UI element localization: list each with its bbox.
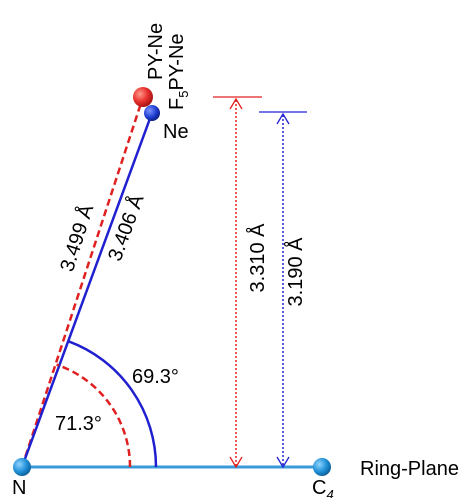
f5py-ne-atom (144, 105, 160, 121)
angle-arc-f5py-ne (67, 340, 158, 468)
f5py-ne-label-suffix: PY-Ne (166, 33, 188, 90)
f5py-ne-distance-line (20, 112, 154, 468)
c4-atom-label-subscript: 4 (326, 487, 333, 498)
f5py-ne-label-prefix: F (166, 98, 188, 110)
height-arrow-top-f5py-ne (276, 112, 290, 125)
angle-arc-py-ne (56, 363, 132, 468)
py-ne-label: PY-Ne (145, 23, 167, 80)
n-atom-label: N (12, 477, 26, 498)
distance-label-py-ne: 3.499 Å (55, 201, 98, 274)
py-ne-distance-line (20, 96, 145, 468)
height-label-f5py-ne: 3.190 Å (284, 237, 307, 307)
height-label-py-ne: 3.310 Å (246, 223, 269, 293)
height-arrow-bottom-f5py-ne (276, 456, 290, 469)
angle-label-f5py-ne: 69.3° (132, 366, 179, 388)
angle-label-py-ne: 71.3° (55, 413, 102, 435)
py-ne-atom (133, 87, 153, 107)
height-arrow-bottom-py-ne (229, 456, 243, 469)
ne-atom-label: Ne (163, 121, 189, 143)
c4-atom-label: C4 (312, 477, 334, 498)
f5py-ne-label-subscript: 5 (176, 91, 191, 98)
c4-atom (313, 458, 331, 476)
ring-plane-label: Ring-Plane (360, 458, 459, 480)
f5py-ne-label: F5PY-Ne (166, 33, 191, 110)
c4-atom-label-main: C (312, 477, 326, 498)
n-atom (13, 458, 31, 476)
height-arrow-top-py-ne (229, 97, 243, 110)
